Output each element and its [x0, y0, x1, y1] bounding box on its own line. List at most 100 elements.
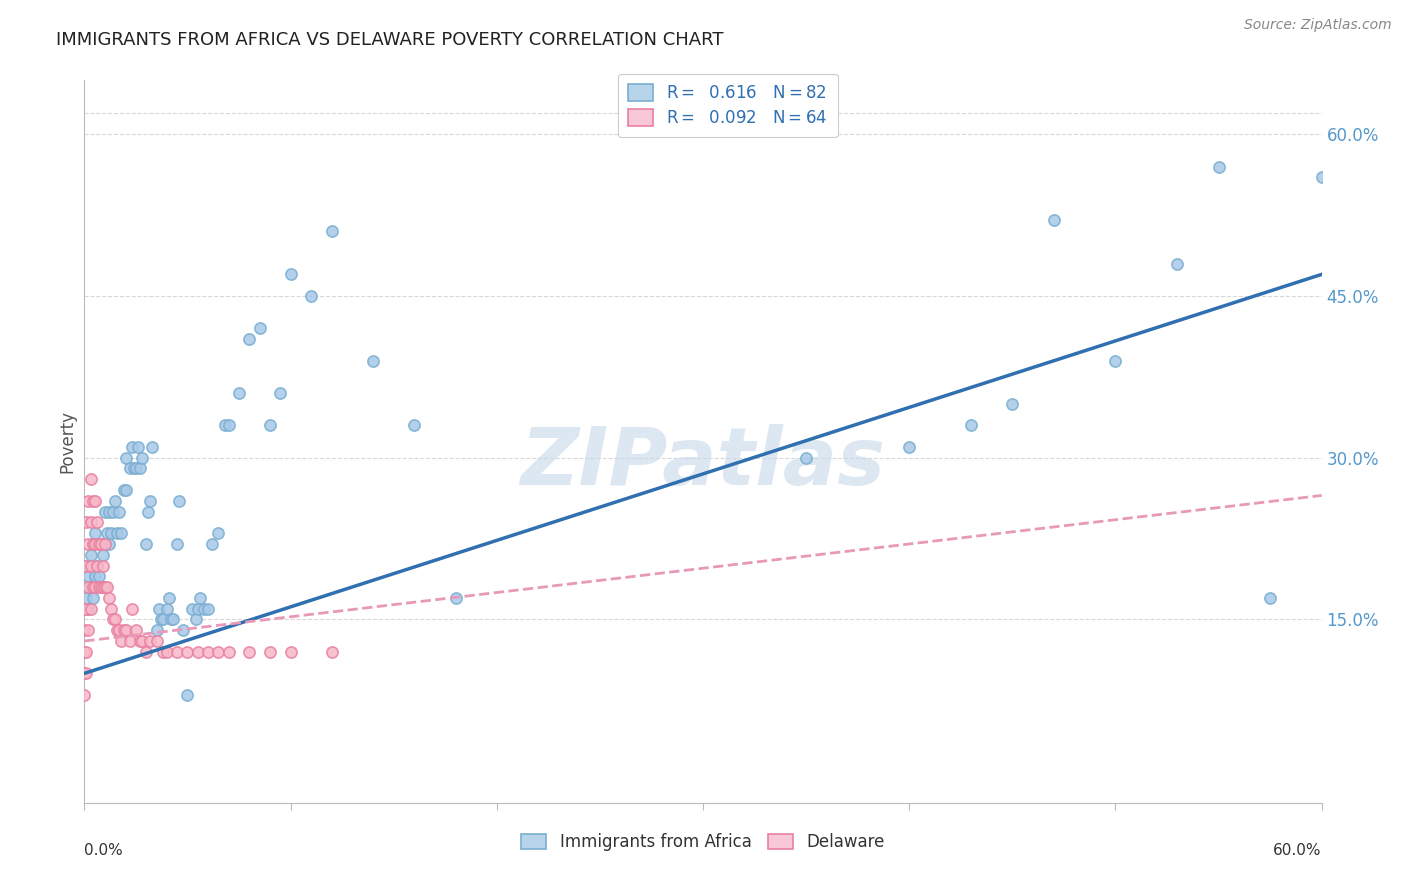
- Point: [98, 505, 121, 519]
- Point: [214, 418, 236, 433]
- Point: [75, 645, 97, 659]
- Point: [167, 493, 190, 508]
- Point: [149, 612, 172, 626]
- Point: [91, 580, 114, 594]
- Point: [90, 537, 112, 551]
- Point: [87, 537, 110, 551]
- Point: [114, 624, 136, 638]
- Point: [166, 645, 188, 659]
- Point: [121, 440, 143, 454]
- Point: [197, 645, 219, 659]
- Point: [83, 569, 105, 583]
- Point: [103, 612, 125, 626]
- Point: [118, 461, 141, 475]
- Point: [96, 580, 118, 594]
- Point: [77, 569, 100, 583]
- Point: [114, 450, 136, 465]
- Point: [73, 645, 96, 659]
- Point: [73, 624, 96, 638]
- Point: [77, 537, 100, 551]
- Point: [122, 461, 145, 475]
- Point: [75, 601, 97, 615]
- Point: [112, 624, 135, 638]
- Point: [87, 569, 110, 583]
- Point: [218, 418, 240, 433]
- Point: [259, 418, 281, 433]
- Point: [110, 526, 132, 541]
- Point: [94, 505, 117, 519]
- Point: [105, 624, 128, 638]
- Point: [156, 601, 179, 615]
- Point: [1001, 397, 1024, 411]
- Point: [135, 645, 157, 659]
- Point: [79, 558, 101, 573]
- Point: [125, 461, 148, 475]
- Point: [201, 537, 224, 551]
- Point: [145, 624, 167, 638]
- Point: [131, 634, 153, 648]
- Point: [112, 483, 135, 497]
- Point: [75, 516, 97, 530]
- Text: 0.0%: 0.0%: [84, 843, 124, 857]
- Point: [228, 386, 250, 401]
- Point: [156, 645, 179, 659]
- Point: [1166, 257, 1188, 271]
- Point: [104, 612, 127, 626]
- Point: [127, 440, 149, 454]
- Point: [114, 483, 136, 497]
- Point: [280, 268, 302, 282]
- Point: [184, 612, 207, 626]
- Point: [73, 666, 96, 681]
- Point: [105, 526, 128, 541]
- Point: [960, 418, 983, 433]
- Point: [139, 493, 162, 508]
- Point: [188, 591, 211, 605]
- Point: [139, 634, 162, 648]
- Point: [90, 580, 112, 594]
- Y-axis label: Poverty: Poverty: [58, 410, 76, 473]
- Point: [110, 634, 132, 648]
- Point: [187, 601, 209, 615]
- Point: [131, 450, 153, 465]
- Point: [83, 526, 105, 541]
- Point: [207, 526, 229, 541]
- Point: [238, 332, 260, 346]
- Point: [176, 688, 198, 702]
- Point: [1042, 213, 1064, 227]
- Point: [82, 493, 104, 508]
- Point: [94, 537, 117, 551]
- Point: [79, 580, 101, 594]
- Point: [259, 645, 281, 659]
- Point: [193, 601, 215, 615]
- Text: ZIPatlas: ZIPatlas: [520, 425, 886, 502]
- Legend: Immigrants from Africa, Delaware: Immigrants from Africa, Delaware: [513, 825, 893, 860]
- Point: [299, 289, 322, 303]
- Point: [108, 505, 131, 519]
- Point: [321, 645, 343, 659]
- Point: [238, 645, 260, 659]
- Point: [1258, 591, 1281, 605]
- Point: [152, 645, 174, 659]
- Point: [898, 440, 921, 454]
- Point: [172, 624, 194, 638]
- Point: [100, 526, 122, 541]
- Point: [118, 634, 141, 648]
- Point: [141, 440, 163, 454]
- Point: [86, 516, 108, 530]
- Text: Source: ZipAtlas.com: Source: ZipAtlas.com: [1244, 18, 1392, 32]
- Point: [218, 645, 240, 659]
- Point: [82, 537, 104, 551]
- Point: [83, 537, 105, 551]
- Point: [103, 505, 125, 519]
- Point: [321, 224, 343, 238]
- Point: [90, 537, 112, 551]
- Point: [166, 537, 188, 551]
- Point: [86, 558, 108, 573]
- Point: [83, 493, 105, 508]
- Point: [75, 666, 97, 681]
- Point: [79, 548, 101, 562]
- Point: [1208, 160, 1230, 174]
- Point: [794, 450, 817, 465]
- Point: [82, 580, 104, 594]
- Point: [77, 580, 100, 594]
